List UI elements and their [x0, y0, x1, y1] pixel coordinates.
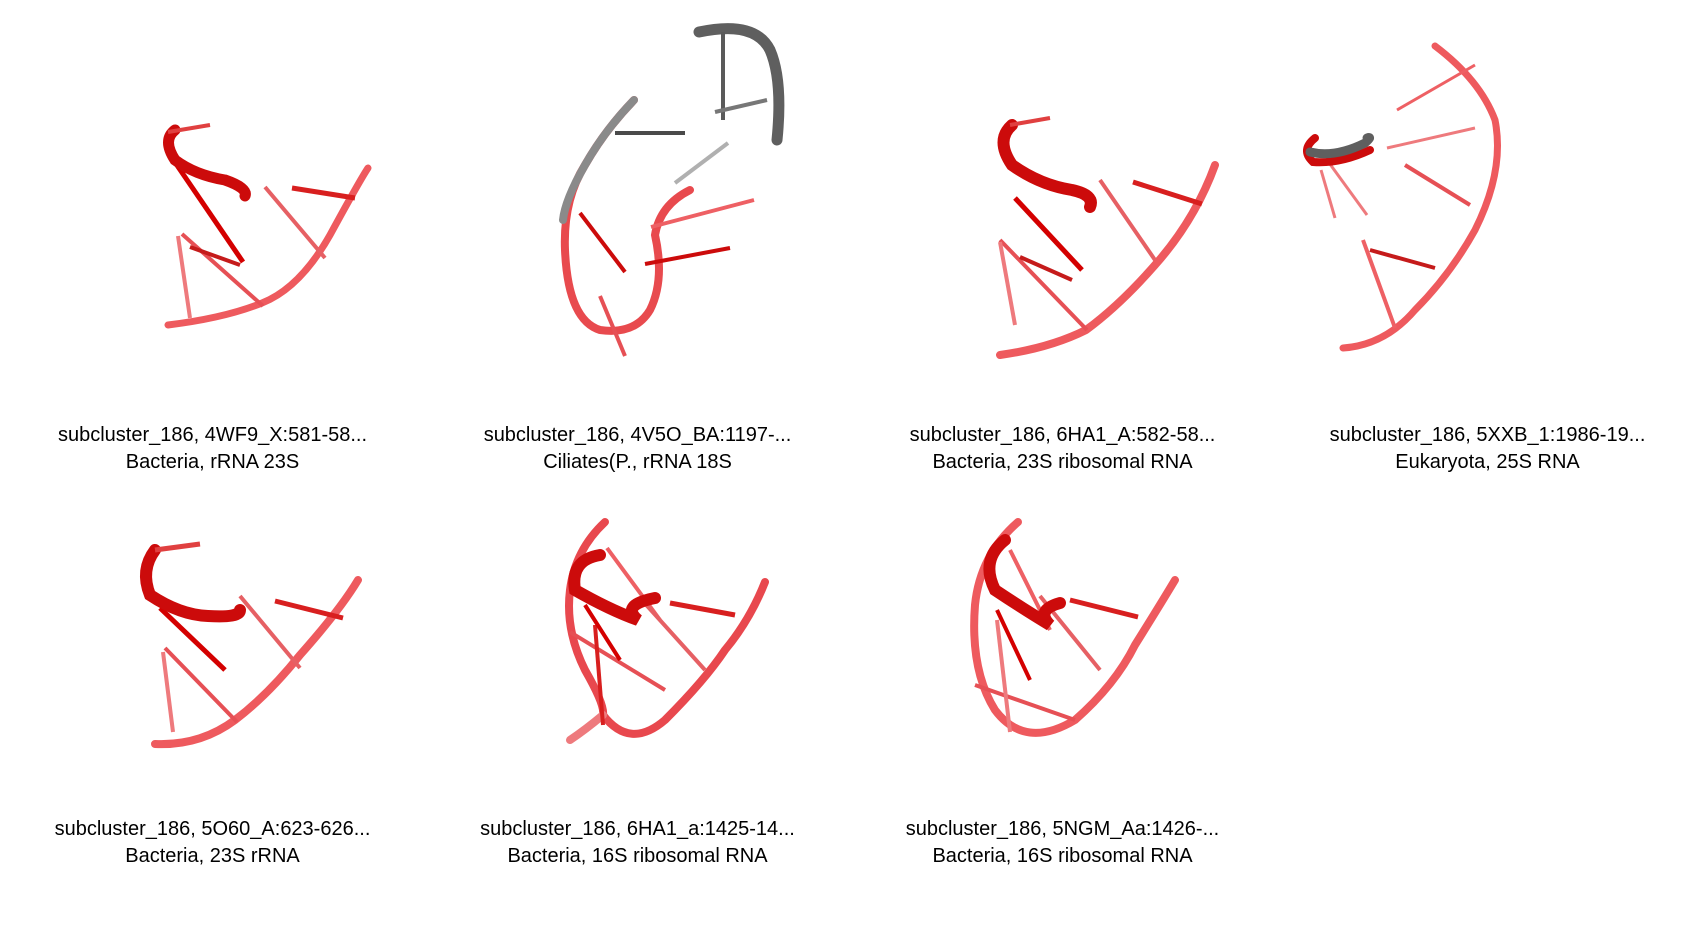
- panel-title: subcluster_186, 4WF9_X:581-58...: [0, 422, 425, 449]
- rna-structure-image: [1275, 0, 1700, 400]
- rna-structure-image: [425, 0, 850, 400]
- panel-3: subcluster_186, 6HA1_A:582-58... Bacteri…: [850, 0, 1275, 470]
- panel-7: subcluster_186, 5NGM_Aa:1426-... Bacteri…: [850, 470, 1275, 940]
- panel-title: subcluster_186, 5NGM_Aa:1426-...: [850, 816, 1275, 843]
- rna-structure-image: [850, 0, 1275, 400]
- panel-1: subcluster_186, 4WF9_X:581-58... Bacteri…: [0, 0, 425, 470]
- rna-structure-image: [0, 0, 425, 400]
- rna-structure-image: [425, 470, 850, 870]
- panel-subtitle: Eukaryota, 25S RNA: [1275, 449, 1700, 476]
- panel-title: subcluster_186, 4V5O_BA:1197-...: [425, 422, 850, 449]
- panel-caption: subcluster_186, 4V5O_BA:1197-... Ciliate…: [425, 422, 850, 476]
- rna-structure-image: [850, 470, 1275, 870]
- panel-caption: subcluster_186, 5XXB_1:1986-19... Eukary…: [1275, 422, 1700, 476]
- panel-subtitle: Bacteria, 16S ribosomal RNA: [850, 843, 1275, 870]
- panel-subtitle: Bacteria, 23S rRNA: [0, 843, 425, 870]
- panel-caption: subcluster_186, 6HA1_a:1425-14... Bacter…: [425, 816, 850, 870]
- rna-structure-image: [0, 470, 425, 870]
- panel-4: subcluster_186, 5XXB_1:1986-19... Eukary…: [1275, 0, 1700, 470]
- panel-caption: subcluster_186, 6HA1_A:582-58... Bacteri…: [850, 422, 1275, 476]
- panel-caption: subcluster_186, 5NGM_Aa:1426-... Bacteri…: [850, 816, 1275, 870]
- panel-title: subcluster_186, 5XXB_1:1986-19...: [1275, 422, 1700, 449]
- panel-6: subcluster_186, 6HA1_a:1425-14... Bacter…: [425, 470, 850, 940]
- panel-title: subcluster_186, 5O60_A:623-626...: [0, 816, 425, 843]
- panel-title: subcluster_186, 6HA1_A:582-58...: [850, 422, 1275, 449]
- panel-caption: subcluster_186, 5O60_A:623-626... Bacter…: [0, 816, 425, 870]
- panel-subtitle: Bacteria, 16S ribosomal RNA: [425, 843, 850, 870]
- panel-5: subcluster_186, 5O60_A:623-626... Bacter…: [0, 470, 425, 940]
- panel-title: subcluster_186, 6HA1_a:1425-14...: [425, 816, 850, 843]
- panel-caption: subcluster_186, 4WF9_X:581-58... Bacteri…: [0, 422, 425, 476]
- panel-2: subcluster_186, 4V5O_BA:1197-... Ciliate…: [425, 0, 850, 470]
